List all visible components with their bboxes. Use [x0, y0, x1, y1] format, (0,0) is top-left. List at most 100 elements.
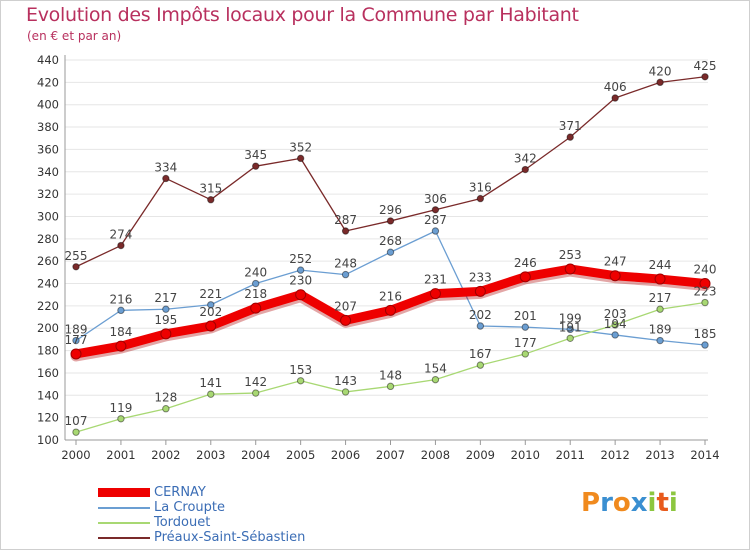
data-label: 202: [199, 305, 222, 319]
brand-letter: P: [581, 488, 601, 518]
data-label: 184: [109, 325, 132, 339]
data-label: 334: [154, 160, 177, 174]
data-point: [117, 415, 125, 423]
data-label: 345: [244, 148, 267, 162]
y-tick-label: 100: [37, 433, 59, 447]
y-tick-label: 140: [37, 388, 59, 402]
data-label: 199: [559, 311, 582, 325]
data-label: 153: [289, 363, 312, 377]
data-label: 420: [649, 64, 672, 78]
x-tick-label: 2014: [690, 448, 719, 462]
legend-item-cernay: CERNAY: [98, 485, 358, 500]
data-point: [341, 388, 350, 396]
data-label: 248: [334, 257, 357, 271]
data-point: [252, 279, 260, 288]
data-label: 107: [65, 414, 88, 428]
data-point: [476, 194, 485, 203]
data-point: [656, 305, 664, 313]
data-point: [70, 348, 82, 360]
y-tick-label: 300: [37, 209, 59, 223]
data-label: 296: [379, 203, 402, 217]
data-point: [250, 302, 262, 314]
data-label: 189: [649, 323, 672, 337]
x-tick-label: 2010: [511, 448, 540, 462]
data-point: [341, 270, 350, 279]
data-label: 143: [334, 374, 357, 388]
y-tick-label: 420: [37, 75, 59, 89]
brand-letter: o: [612, 488, 631, 518]
data-point: [701, 73, 709, 81]
data-point: [701, 298, 709, 307]
data-label: 119: [109, 401, 132, 415]
legend-swatch-preaux: [98, 537, 150, 539]
data-label: 306: [424, 192, 447, 206]
legend-label-tordouet: Tordouet: [154, 515, 211, 530]
data-label: 406: [604, 80, 627, 94]
y-tick-label: 260: [37, 254, 59, 268]
data-point: [296, 266, 305, 274]
y-tick-label: 200: [37, 321, 59, 335]
data-point: [252, 162, 260, 170]
data-point: [205, 320, 217, 332]
legend-swatch-cernay: [98, 488, 150, 497]
data-label: 177: [514, 336, 537, 350]
data-point: [699, 278, 711, 290]
x-tick-label: 2004: [241, 448, 270, 462]
data-point: [611, 321, 619, 329]
data-label: 202: [469, 308, 492, 322]
brand-letter: i: [647, 488, 657, 518]
data-label: 216: [379, 289, 402, 303]
data-point: [476, 361, 485, 369]
x-tick-label: 2011: [556, 448, 585, 462]
data-point: [521, 323, 529, 331]
y-tick-label: 360: [37, 142, 59, 156]
data-point: [162, 305, 170, 313]
brand-letter: r: [600, 488, 613, 518]
x-tick-label: 2012: [601, 448, 630, 462]
data-point: [611, 331, 619, 339]
data-label: 203: [604, 307, 627, 321]
data-point: [72, 428, 80, 436]
data-point: [386, 248, 395, 256]
data-point: [162, 405, 170, 413]
legend: CERNAY La Croupte Tordouet Préaux-Saint-…: [98, 485, 358, 545]
data-label: 371: [559, 119, 582, 133]
data-point: [295, 289, 307, 301]
data-point: [566, 325, 574, 334]
data-label: 246: [514, 256, 537, 270]
data-label: 268: [379, 234, 402, 248]
data-label: 253: [559, 248, 582, 262]
data-point: [296, 377, 305, 385]
data-point: [656, 78, 664, 87]
data-label: 207: [334, 299, 357, 313]
data-label: 177: [65, 333, 88, 347]
data-point: [340, 314, 352, 326]
data-point: [72, 263, 80, 271]
data-point: [609, 270, 621, 282]
legend-item-preaux: Préaux-Saint-Sébastien: [98, 530, 358, 545]
data-point: [564, 263, 576, 275]
x-tick-label: 2003: [196, 448, 225, 462]
data-label: 240: [244, 266, 267, 280]
data-label: 244: [649, 258, 672, 272]
x-tick-label: 2001: [106, 448, 135, 462]
data-label: 185: [694, 327, 717, 341]
legend-swatch-tordouet: [98, 522, 150, 524]
y-tick-label: 380: [37, 120, 59, 134]
data-label: 231: [424, 273, 447, 287]
data-label: 316: [469, 181, 492, 195]
data-label: 142: [244, 375, 267, 389]
legend-item-la-croupte: La Croupte: [98, 500, 358, 515]
data-point: [476, 322, 485, 330]
data-label: 342: [514, 152, 537, 166]
y-tick-label: 160: [37, 366, 59, 380]
data-label: 247: [604, 255, 627, 269]
data-label: 189: [65, 323, 88, 337]
y-tick-label: 400: [37, 98, 59, 112]
data-point: [207, 301, 215, 309]
y-tick-label: 240: [37, 277, 59, 291]
data-point: [160, 328, 172, 340]
data-label: 223: [694, 285, 717, 299]
x-tick-label: 2000: [61, 448, 90, 462]
data-point: [474, 285, 486, 297]
